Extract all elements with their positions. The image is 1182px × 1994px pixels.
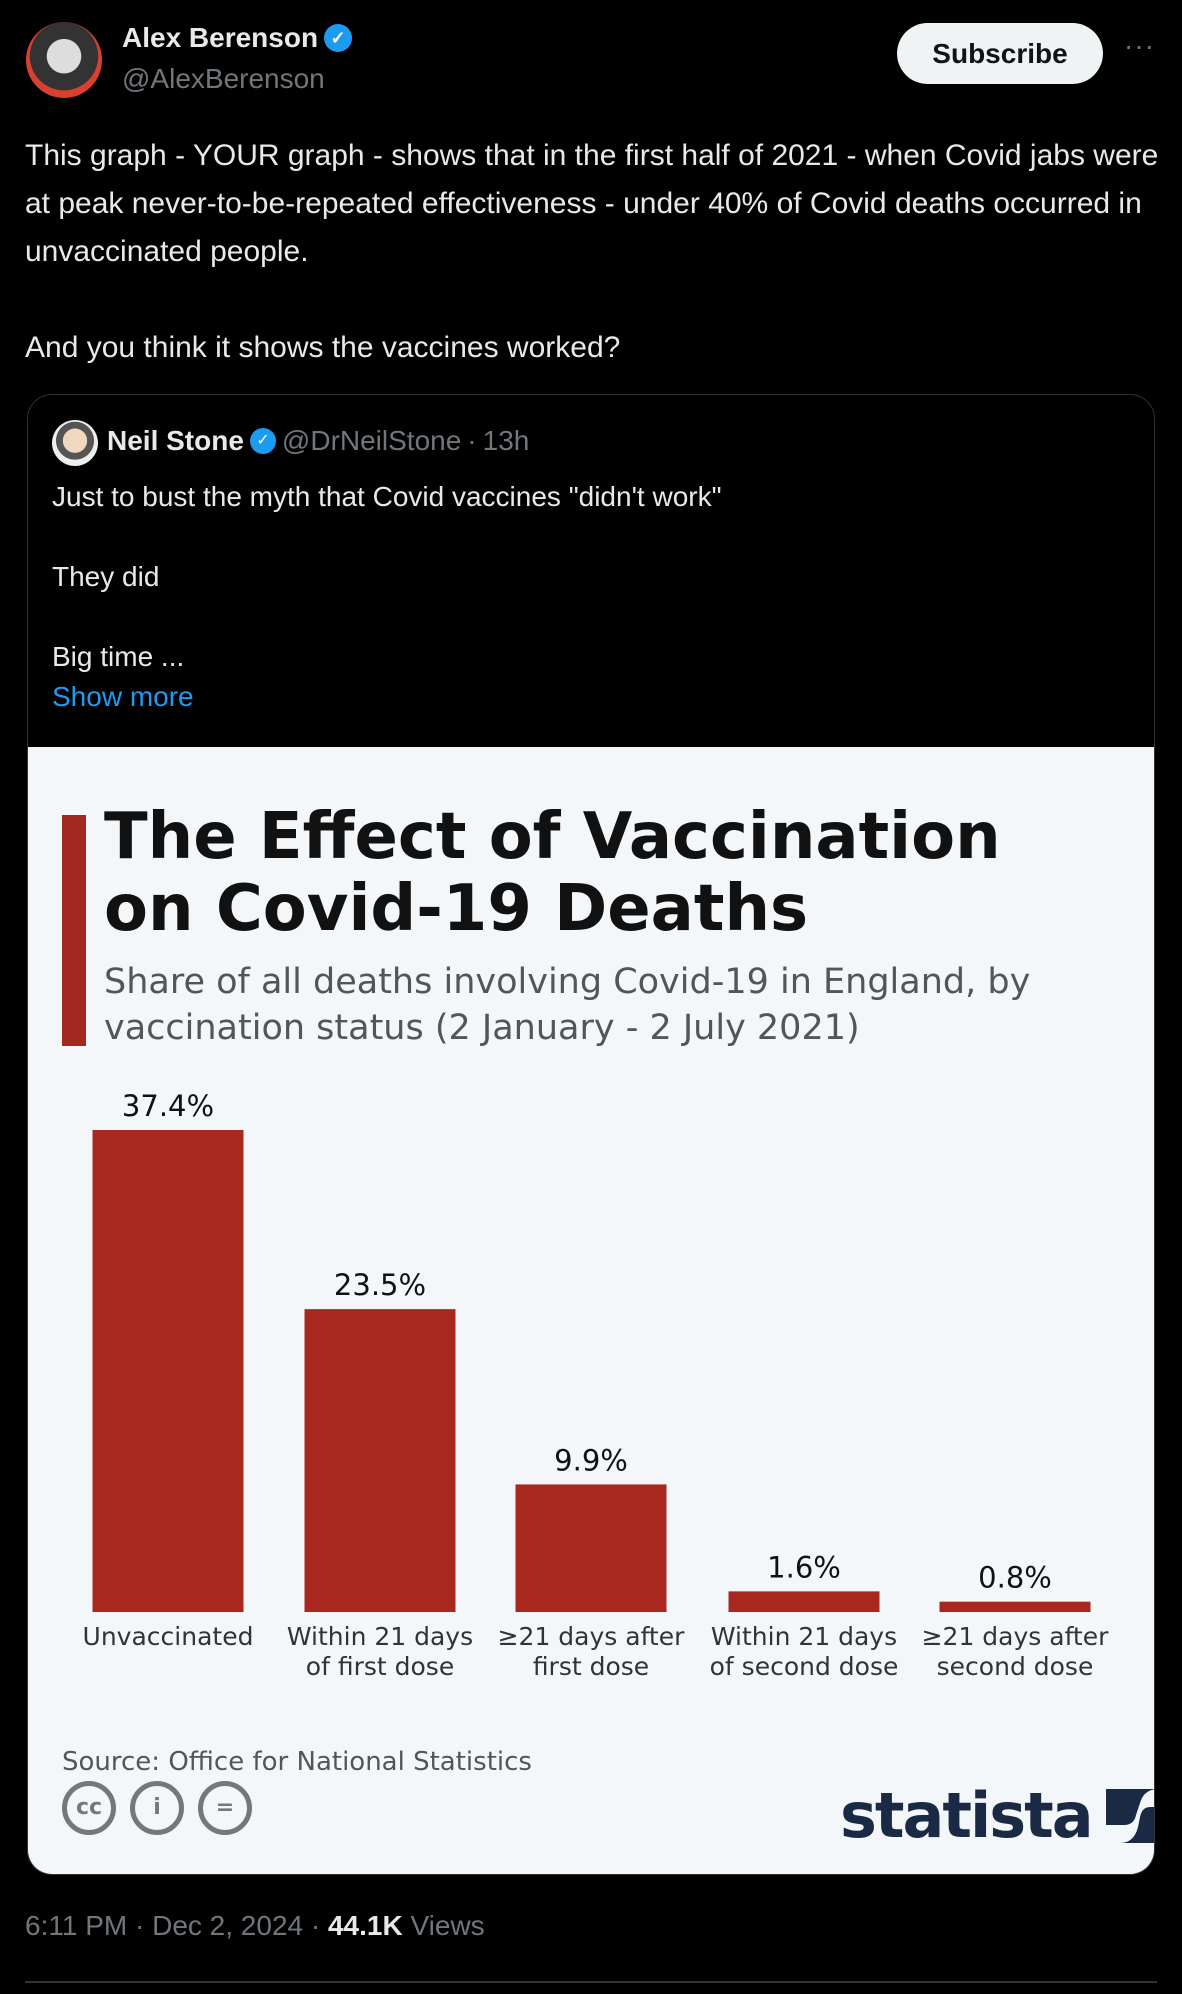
category-label: of first dose bbox=[306, 1652, 454, 1681]
tweet-paragraph: And you think it shows the vaccines work… bbox=[25, 331, 621, 364]
tweet-meta: 6:11 PM · Dec 2, 2024 · 44.1K Views bbox=[25, 1910, 485, 1941]
title-accent-bar bbox=[62, 815, 86, 1046]
more-options-icon[interactable]: ··· bbox=[1124, 30, 1155, 61]
no-derivatives-icon: = bbox=[198, 1781, 252, 1835]
tweet-text: This graph - YOUR graph - shows that in … bbox=[25, 132, 1165, 372]
quoted-line: Big time ... bbox=[52, 641, 185, 672]
category-label: first dose bbox=[533, 1652, 649, 1681]
quoted-time: 13h bbox=[482, 425, 530, 456]
views-label: Views bbox=[410, 1910, 485, 1941]
statista-mark-icon bbox=[1105, 1788, 1154, 1843]
category-label: of second dose bbox=[710, 1652, 899, 1681]
attribution-icon: i bbox=[130, 1781, 184, 1835]
bar bbox=[304, 1309, 456, 1612]
category-label: Within 21 days bbox=[287, 1622, 473, 1651]
separator: · bbox=[467, 425, 477, 456]
post-date[interactable]: Dec 2, 2024 bbox=[152, 1910, 304, 1941]
cc-license-icon: cc bbox=[62, 1781, 116, 1835]
quoted-header: Neil Stone ✓ @DrNeilStone · 13h bbox=[107, 425, 529, 457]
verified-badge-icon: ✓ bbox=[324, 24, 353, 52]
category-label: ≥21 days after bbox=[922, 1622, 1110, 1651]
chart-image: The Effect of Vaccination on Covid-19 De… bbox=[28, 747, 1154, 1874]
value-label: 1.6% bbox=[767, 1550, 841, 1584]
author-avatar[interactable] bbox=[26, 22, 102, 98]
verified-badge-icon: ✓ bbox=[249, 428, 276, 454]
author-name[interactable]: Alex Berenson ✓ bbox=[122, 22, 353, 54]
subscribe-button[interactable]: Subscribe bbox=[897, 23, 1103, 84]
value-label: 0.8% bbox=[978, 1561, 1052, 1595]
bar bbox=[515, 1484, 667, 1612]
quoted-tweet[interactable]: Neil Stone ✓ @DrNeilStone · 13h Just to … bbox=[27, 394, 1155, 1875]
quoted-avatar bbox=[52, 420, 98, 466]
show-more-link[interactable]: Show more bbox=[52, 681, 194, 712]
value-label: 37.4% bbox=[122, 1089, 214, 1123]
category-label: Unvaccinated bbox=[83, 1622, 254, 1651]
divider bbox=[25, 1981, 1157, 1983]
quoted-name: Neil Stone bbox=[107, 425, 244, 456]
category-label: Within 21 days bbox=[711, 1622, 897, 1651]
bar bbox=[92, 1130, 244, 1612]
chart-source: Source: Office for National Statistics bbox=[62, 1747, 532, 1777]
quoted-text: Just to bust the myth that Covid vaccine… bbox=[52, 477, 722, 717]
value-label: 23.5% bbox=[334, 1268, 426, 1302]
category-label: ≥21 days after bbox=[498, 1622, 686, 1651]
author-handle[interactable]: @AlexBerenson bbox=[122, 63, 325, 94]
bar bbox=[939, 1601, 1091, 1612]
quoted-line: They did bbox=[52, 561, 160, 592]
statista-logo: statista bbox=[840, 1779, 1154, 1852]
chart-subtitle: Share of all deaths involving Covid-19 i… bbox=[104, 962, 1031, 1048]
category-label: second dose bbox=[937, 1652, 1094, 1681]
quoted-line: Just to bust the myth that Covid vaccine… bbox=[52, 481, 722, 512]
post-time[interactable]: 6:11 PM bbox=[25, 1910, 128, 1941]
chart-title: The Effect of Vaccination on Covid-19 De… bbox=[104, 800, 1001, 946]
tweet-paragraph: This graph - YOUR graph - shows that in … bbox=[25, 139, 1159, 268]
bar bbox=[728, 1591, 880, 1612]
quoted-handle: @DrNeilStone bbox=[281, 425, 462, 456]
views-count: 44.1K bbox=[327, 1910, 403, 1941]
brand-text: statista bbox=[840, 1779, 1094, 1852]
value-label: 9.9% bbox=[554, 1443, 628, 1477]
